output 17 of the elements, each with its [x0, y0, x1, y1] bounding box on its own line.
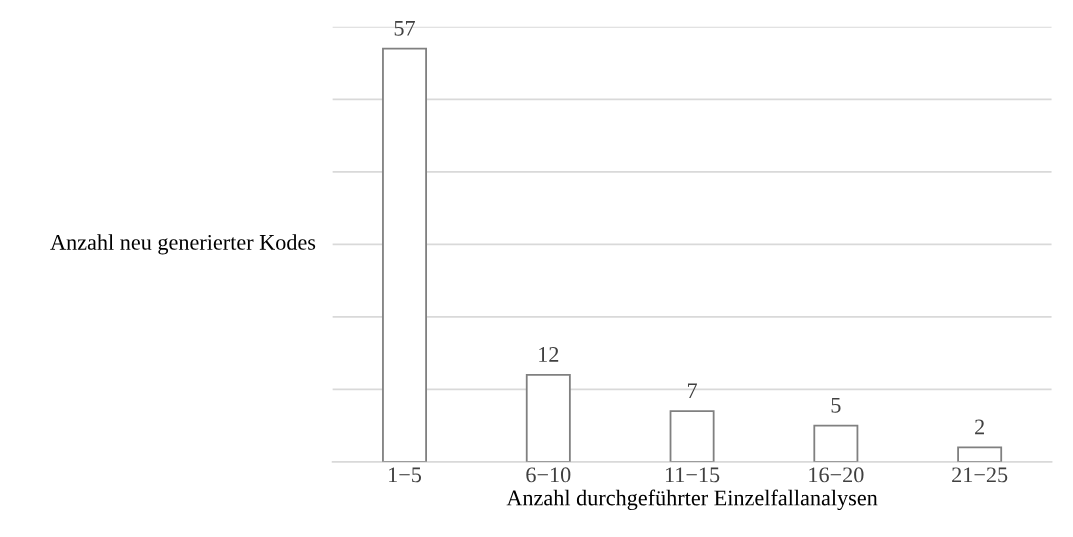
x-tick-label: 1−5 — [389, 467, 422, 483]
data-label: 7 — [687, 383, 697, 399]
y-axis-title: Anzahl neu generierter Kodes — [50, 234, 316, 255]
data-label: 57 — [394, 20, 415, 36]
bar — [669, 410, 715, 462]
x-tick-label: 11−15 — [665, 467, 720, 483]
bar — [382, 47, 427, 462]
x-tick-label: 21−25 — [952, 467, 1008, 483]
x-tick-label: 6−10 — [526, 467, 571, 483]
x-tick-label: 16−20 — [809, 467, 864, 483]
data-label: 12 — [539, 347, 559, 362]
bar — [525, 373, 571, 462]
bar — [957, 446, 1003, 462]
bar — [813, 424, 859, 462]
data-label: 5 — [831, 397, 841, 413]
data-label: 2 — [975, 419, 984, 435]
x-axis-title: Anzahl durchgeführter Einzelfallanalysen — [506, 489, 878, 511]
